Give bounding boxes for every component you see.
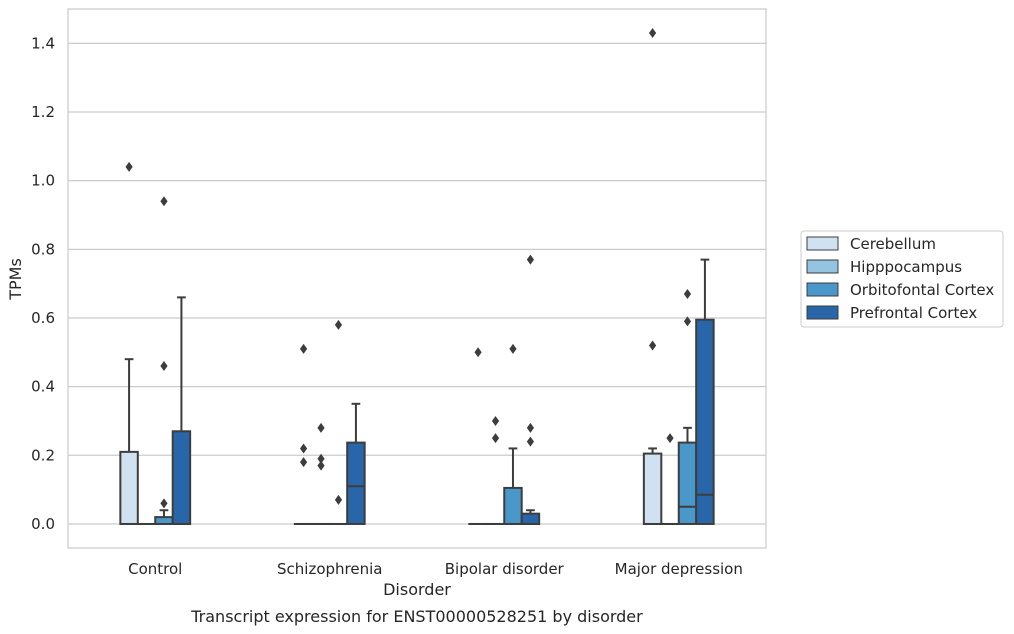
x-axis-label: Disorder (383, 580, 451, 599)
y-tick-label: 0.0 (31, 515, 55, 533)
box-group (485, 415, 506, 525)
legend-swatch (806, 282, 839, 297)
x-tick-label: Major depression (615, 560, 743, 578)
legend-swatch (806, 236, 839, 251)
y-tick-label: 0.2 (31, 446, 55, 464)
x-axis-ticks: Control Schizophrenia Bipolar disorder Majo… (128, 560, 743, 578)
y-tick-label: 1.2 (31, 103, 55, 121)
outlier-point (526, 254, 535, 265)
box-group (154, 196, 174, 525)
legend-entry: Orbitofontal Cortex (850, 281, 994, 299)
y-tick-label: 1.4 (31, 34, 55, 52)
box (642, 452, 663, 525)
y-axis-label: TPMs (6, 258, 25, 301)
box (503, 486, 523, 525)
outlier-point (683, 288, 692, 299)
outlier-point (666, 433, 674, 444)
box-group (328, 319, 349, 525)
outlier-point (334, 319, 343, 330)
box (520, 512, 541, 525)
legend-entry: Cerebellum (850, 235, 936, 253)
box-group (171, 296, 192, 525)
outlier-point (334, 494, 343, 505)
box (346, 441, 366, 525)
y-tick-label: 0.8 (31, 240, 55, 258)
box (154, 516, 174, 525)
outlier-point (125, 161, 133, 172)
outlier-point (526, 436, 535, 447)
box-group (520, 254, 541, 525)
x-tick-label: Schizophrenia (277, 560, 382, 578)
box (119, 450, 139, 525)
plot-marks (119, 28, 715, 525)
plot-frame (67, 8, 767, 549)
outlier-point (317, 453, 325, 464)
box (677, 441, 698, 525)
legend-swatch (806, 305, 839, 320)
y-axis-ticks: 0.0 0.2 0.4 0.6 0.8 1.0 1.2 1.4 (31, 34, 55, 533)
outlier-point (160, 196, 168, 207)
y-tick-label: 0.4 (31, 378, 55, 396)
x-tick-label: Bipolar disorder (445, 560, 565, 578)
box (171, 430, 192, 525)
outlier-point (317, 422, 325, 433)
legend: Cerebellum Hipppocampus Orbitofontal Corte… (800, 230, 1004, 328)
outlier-point (299, 343, 308, 354)
box-group (119, 161, 139, 525)
box-group (642, 28, 663, 525)
outlier-point (299, 457, 308, 468)
outlier-point (317, 460, 325, 471)
box-group (677, 288, 698, 525)
outlier-point (491, 433, 500, 444)
x-tick-label: Control (128, 560, 182, 578)
legend-swatch (806, 259, 839, 274)
y-tick-label: 1.0 (31, 172, 55, 190)
outlier-point (474, 347, 482, 358)
box-group (311, 422, 331, 525)
outlier-point (160, 498, 168, 509)
box (695, 318, 715, 525)
box-group (503, 343, 523, 525)
outlier-point (299, 443, 308, 454)
legend-entry: Hipppocampus (850, 258, 962, 276)
outlier-point (526, 422, 535, 433)
outlier-point (160, 361, 168, 372)
box-group (468, 347, 488, 525)
box-group (346, 402, 366, 525)
chart-caption: Transcript expression for ENST0000052825… (190, 607, 643, 626)
box-group (293, 343, 314, 525)
outlier-point (648, 340, 657, 351)
outlier-point (491, 415, 500, 426)
legend-entry: Prefrontal Cortex (850, 304, 977, 322)
box-group (660, 433, 680, 525)
y-tick-label: 0.6 (31, 309, 55, 327)
box-group (695, 258, 715, 525)
outlier-point (648, 28, 657, 39)
outlier-point (683, 316, 692, 327)
outlier-point (509, 343, 517, 354)
legend-frame (800, 230, 1004, 328)
